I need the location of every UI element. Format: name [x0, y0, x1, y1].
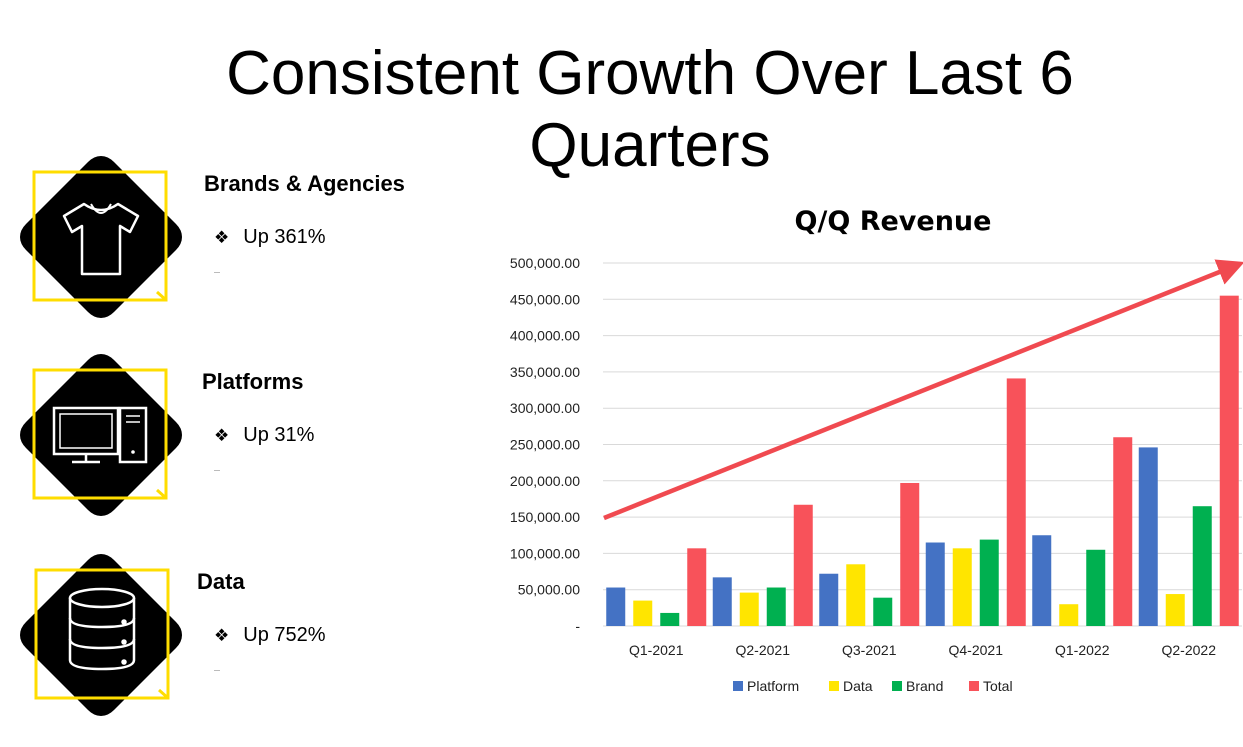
- y-tick-label: 400,000.00: [510, 328, 580, 344]
- trend-arrow: [603, 259, 1243, 521]
- bar-platform-q2-2021: [712, 577, 732, 626]
- bar-platform-q1-2022: [1032, 535, 1052, 626]
- legend-label-platform: Platform: [747, 678, 799, 694]
- segment-bullet-text: Up 31%: [243, 424, 315, 446]
- segment-heading: Platforms: [202, 369, 304, 394]
- bar-platform-q1-2021: [606, 587, 626, 626]
- y-tick-label: 200,000.00: [510, 473, 580, 489]
- diamond-bullet-icon: ❖: [214, 626, 230, 645]
- segment-icon-badge: [16, 350, 186, 520]
- segment-heading: Data: [197, 569, 245, 594]
- t-shirt-icon: [62, 202, 140, 276]
- database-icon: [68, 587, 136, 671]
- chart-title: Q/Q Revenue: [795, 206, 992, 237]
- bar-data-q1-2021: [633, 600, 653, 626]
- bar-total-q1-2022: [1113, 437, 1133, 626]
- x-axis-tick-labels: Q1-2021 Q2-2021 Q3-2021 Q4-2021 Q1-2022 Q2-20…: [629, 642, 1216, 658]
- bar-total-q2-2021: [793, 504, 813, 626]
- y-tick-label: 450,000.00: [510, 291, 580, 307]
- divider-dash: [214, 272, 220, 273]
- y-tick-label: 250,000.00: [510, 437, 580, 453]
- diamond-bullet-icon: ❖: [214, 426, 230, 445]
- desktop-computer-icon: [52, 406, 148, 464]
- segment-icon-badge: [16, 152, 186, 322]
- slide-title: Consistent Growth Over Last 6 Quarters: [150, 38, 1150, 182]
- bar-data-q4-2021: [952, 548, 972, 626]
- chart-bars: [606, 295, 1239, 626]
- slide-title-line-1: Consistent Growth Over Last 6: [226, 39, 1074, 108]
- segment-brands-agencies: Brands & Agencies ❖ Up 361%: [0, 152, 460, 322]
- bar-total-q3-2021: [900, 482, 920, 626]
- bar-platform-q2-2022: [1138, 447, 1158, 626]
- segment-heading: Brands & Agencies: [204, 171, 405, 196]
- x-tick-label: Q1-2021: [629, 642, 684, 658]
- x-tick-label: Q1-2022: [1055, 642, 1110, 658]
- y-tick-label: 350,000.00: [510, 364, 580, 380]
- segment-bullet: ❖ Up 31%: [214, 424, 314, 447]
- segment-bullet-text: Up 361%: [243, 226, 326, 248]
- chart-legend: Platform Data Brand Total: [733, 678, 1013, 694]
- bar-total-q2-2022: [1219, 295, 1239, 626]
- revenue-bar-chart: Q/Q Revenue - 50,000.00 100,000.00 150,000.…: [510, 206, 1243, 694]
- divider-dash: [214, 670, 220, 671]
- bar-brand-q1-2021: [660, 612, 680, 626]
- x-tick-label: Q3-2021: [842, 642, 897, 658]
- bar-total-q1-2021: [687, 548, 707, 626]
- trend-arrow-line: [603, 259, 1243, 521]
- x-tick-label: Q2-2022: [1162, 642, 1217, 658]
- bar-data-q2-2021: [739, 592, 759, 626]
- slide-title-line-2: Quarters: [529, 111, 771, 180]
- segment-bullet: ❖ Up 752%: [214, 624, 326, 647]
- legend-swatch-data: [829, 681, 839, 691]
- legend-label-data: Data: [843, 678, 873, 694]
- bar-platform-q4-2021: [925, 542, 945, 626]
- diamond-bullet-icon: ❖: [214, 228, 230, 247]
- y-tick-label: 100,000.00: [510, 545, 580, 561]
- legend-swatch-total: [969, 681, 979, 691]
- y-tick-label: 150,000.00: [510, 509, 580, 525]
- chart-gridlines: [603, 262, 1242, 627]
- segment-data: Data ❖ Up 752%: [0, 550, 460, 720]
- legend-swatch-brand: [892, 681, 902, 691]
- y-tick-label: -: [575, 618, 580, 634]
- segment-icon-badge: [16, 550, 186, 720]
- legend-swatch-platform: [733, 681, 743, 691]
- bar-brand-q3-2021: [873, 597, 893, 626]
- x-tick-label: Q2-2021: [736, 642, 791, 658]
- x-tick-label: Q4-2021: [949, 642, 1004, 658]
- y-tick-label: 300,000.00: [510, 400, 580, 416]
- legend-label-brand: Brand: [906, 678, 943, 694]
- bar-total-q4-2021: [1006, 378, 1026, 626]
- segment-bullet: ❖ Up 361%: [214, 226, 326, 249]
- y-axis-tick-labels: - 50,000.00 100,000.00 150,000.00 200,000.00…: [510, 255, 580, 634]
- bar-data-q2-2022: [1165, 594, 1185, 626]
- bar-brand-q4-2021: [979, 539, 999, 626]
- y-tick-label: 500,000.00: [510, 255, 580, 271]
- bar-data-q1-2022: [1059, 604, 1079, 626]
- bar-brand-q1-2022: [1086, 549, 1106, 626]
- y-tick-label: 50,000.00: [518, 582, 580, 598]
- bar-data-q3-2021: [846, 564, 866, 626]
- segment-platforms: Platforms ❖ Up 31%: [0, 350, 460, 520]
- bar-platform-q3-2021: [819, 573, 839, 626]
- legend-label-total: Total: [983, 678, 1013, 694]
- bar-brand-q2-2022: [1192, 506, 1212, 626]
- bar-brand-q2-2021: [766, 587, 786, 626]
- segment-bullet-text: Up 752%: [243, 624, 326, 646]
- divider-dash: [214, 470, 220, 471]
